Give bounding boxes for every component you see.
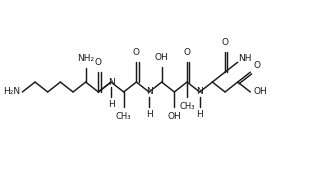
Text: H: H bbox=[108, 100, 114, 109]
Text: O: O bbox=[95, 58, 102, 67]
Text: O: O bbox=[133, 48, 140, 57]
Text: O: O bbox=[221, 38, 229, 47]
Text: OH: OH bbox=[167, 112, 181, 121]
Text: CH₃: CH₃ bbox=[179, 102, 195, 111]
Text: OH: OH bbox=[155, 53, 168, 62]
Text: OH: OH bbox=[253, 87, 267, 96]
Text: H: H bbox=[196, 110, 203, 119]
Text: CH₃: CH₃ bbox=[116, 112, 132, 121]
Text: H₂N: H₂N bbox=[3, 87, 20, 96]
Text: H: H bbox=[146, 110, 152, 119]
Text: N: N bbox=[108, 78, 114, 87]
Text: N: N bbox=[146, 87, 152, 96]
Text: N: N bbox=[196, 87, 203, 96]
Text: NH₂: NH₂ bbox=[77, 54, 94, 63]
Text: O: O bbox=[184, 48, 190, 57]
Text: NH: NH bbox=[238, 54, 251, 63]
Text: O: O bbox=[253, 61, 260, 70]
